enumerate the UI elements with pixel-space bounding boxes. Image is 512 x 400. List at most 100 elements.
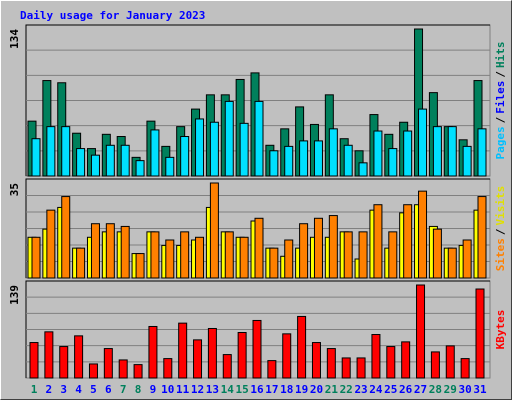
bar bbox=[418, 108, 428, 177]
bar bbox=[165, 239, 175, 279]
side-label-part: Pages bbox=[494, 126, 507, 159]
side-label-part: Hits bbox=[494, 42, 507, 69]
x-tick-label: 3 bbox=[60, 383, 67, 396]
bar bbox=[475, 288, 485, 379]
side-label-part: KBytes bbox=[494, 310, 507, 350]
bar bbox=[343, 144, 353, 177]
bar bbox=[195, 118, 205, 177]
bar bbox=[401, 341, 411, 379]
x-tick-label: 12 bbox=[191, 383, 204, 396]
x-tick-label: 16 bbox=[250, 383, 264, 396]
bar bbox=[386, 346, 396, 379]
x-tick-label: 9 bbox=[150, 383, 157, 396]
bar bbox=[135, 253, 145, 279]
x-tick-label: 11 bbox=[176, 383, 190, 396]
bar bbox=[282, 333, 292, 379]
x-tick-label: 24 bbox=[369, 383, 383, 396]
x-tick-label: 23 bbox=[354, 383, 367, 396]
bar bbox=[165, 156, 175, 177]
side-label-part: / bbox=[494, 116, 507, 123]
bar bbox=[403, 204, 413, 279]
bar bbox=[371, 334, 381, 379]
x-tick-label: 18 bbox=[280, 383, 293, 396]
bar bbox=[326, 348, 336, 379]
x-tick-label: 1 bbox=[31, 383, 38, 396]
bar bbox=[180, 231, 190, 279]
bar bbox=[445, 345, 455, 379]
bar bbox=[416, 284, 426, 379]
x-tick-label: 6 bbox=[105, 383, 112, 396]
bar bbox=[341, 357, 351, 379]
y-tick-label: 35 bbox=[8, 183, 21, 196]
bar bbox=[178, 322, 188, 379]
bar bbox=[269, 150, 279, 177]
bar bbox=[328, 128, 338, 177]
bar bbox=[105, 144, 115, 177]
bar bbox=[120, 225, 130, 279]
side-label-part: / bbox=[494, 71, 507, 78]
bar bbox=[74, 335, 84, 379]
bar bbox=[163, 358, 173, 379]
bar bbox=[343, 231, 353, 279]
bar bbox=[224, 100, 234, 177]
bar bbox=[195, 236, 205, 279]
bar bbox=[284, 239, 294, 279]
bar bbox=[299, 223, 309, 279]
side-label: Pages / Files / Hits bbox=[494, 42, 507, 160]
bar bbox=[209, 182, 219, 279]
side-label: KBytes bbox=[494, 310, 507, 350]
bar bbox=[254, 217, 264, 279]
bar bbox=[133, 364, 143, 379]
bar bbox=[193, 339, 203, 379]
bar bbox=[150, 231, 160, 279]
bar bbox=[388, 148, 398, 177]
chart-title: Daily usage for January 2023 bbox=[20, 9, 205, 22]
bar bbox=[284, 145, 294, 177]
bar bbox=[373, 204, 383, 279]
bar bbox=[61, 126, 71, 177]
side-label-part: Sites bbox=[494, 238, 507, 271]
bar bbox=[403, 130, 413, 177]
y-tick-label: 139 bbox=[8, 285, 21, 305]
bar bbox=[254, 100, 264, 177]
bar bbox=[252, 319, 262, 379]
bar bbox=[388, 231, 398, 279]
bar bbox=[313, 217, 323, 279]
bar bbox=[118, 359, 128, 379]
bar bbox=[103, 348, 113, 379]
bar bbox=[150, 129, 160, 177]
bar bbox=[358, 162, 368, 177]
bar bbox=[267, 360, 277, 379]
bar bbox=[222, 354, 232, 379]
bar bbox=[61, 196, 71, 279]
x-tick-label: 5 bbox=[90, 383, 97, 396]
bar bbox=[373, 130, 383, 177]
bar bbox=[477, 128, 487, 177]
bar bbox=[148, 325, 158, 379]
bar bbox=[105, 223, 115, 279]
bar bbox=[430, 351, 440, 379]
y-tick-label: 134 bbox=[8, 29, 21, 49]
bar bbox=[432, 228, 442, 279]
x-tick-label: 28 bbox=[429, 383, 442, 396]
bar bbox=[46, 126, 56, 177]
bar bbox=[358, 231, 368, 279]
x-tick-label: 15 bbox=[236, 383, 249, 396]
bar bbox=[209, 121, 219, 177]
bar bbox=[477, 196, 487, 279]
side-label-part: Visits bbox=[494, 186, 507, 226]
x-tick-label: 14 bbox=[221, 383, 235, 396]
x-tick-label: 2 bbox=[46, 383, 53, 396]
bar bbox=[269, 247, 279, 279]
x-tick-label: 19 bbox=[295, 383, 308, 396]
x-tick-label: 22 bbox=[340, 383, 353, 396]
x-tick-label: 29 bbox=[444, 383, 457, 396]
bar bbox=[328, 215, 338, 279]
x-tick-label: 10 bbox=[161, 383, 174, 396]
x-tick-label: 13 bbox=[206, 383, 219, 396]
bar bbox=[299, 140, 309, 177]
bar bbox=[313, 140, 323, 177]
bar bbox=[59, 346, 69, 379]
x-tick-label: 27 bbox=[414, 383, 427, 396]
